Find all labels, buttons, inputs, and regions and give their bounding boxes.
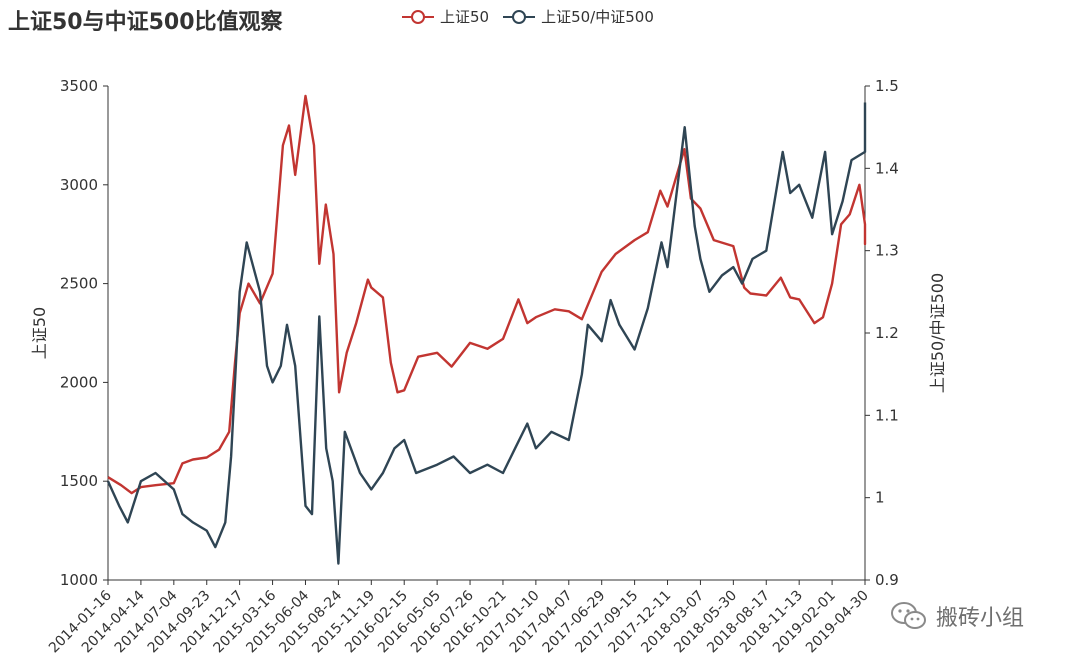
- y-right-tick-label: 1.4: [875, 159, 899, 177]
- legend-marker-icon: [503, 9, 536, 24]
- y-right-tick-label: 1.2: [875, 324, 899, 342]
- y-left-tick-label: 1000: [60, 571, 98, 589]
- y-right-tick-label: 1.3: [875, 242, 899, 260]
- y-left-tick-label: 3000: [60, 176, 98, 194]
- series-line-ratio: [106, 102, 867, 565]
- legend-item-ratio[interactable]: 上证50/中证500: [503, 6, 654, 27]
- chart-title: 上证50与中证500比值观察: [8, 10, 283, 35]
- y-right-tick-label: 1.5: [875, 77, 899, 95]
- y-right-tick-label: 1.1: [875, 406, 899, 424]
- wechat-icon: [891, 602, 926, 629]
- legend-label-ratio: 上证50/中证500: [541, 8, 654, 26]
- y-left-tick-label: 3500: [60, 77, 98, 95]
- y-left-tick-label: 2000: [60, 373, 98, 391]
- legend-label-sse50: 上证50: [440, 8, 490, 26]
- legend-item-sse50[interactable]: 上证50: [402, 6, 489, 27]
- y-axis-right-label: 上证50/中证500: [928, 273, 947, 393]
- series-line-sse50: [107, 94, 867, 495]
- y-right-tick-label: 0.9: [875, 571, 899, 589]
- legend-marker-icon: [402, 9, 434, 24]
- y-axis-left-label: 上证50: [30, 307, 49, 359]
- legend: 上证50 上证50/中证500: [402, 6, 668, 27]
- y-right-tick-label: 1: [875, 489, 885, 507]
- y-left-tick-label: 1500: [60, 472, 98, 490]
- watermark: 搬砖小组: [890, 600, 1024, 632]
- watermark-text: 搬砖小组: [936, 606, 1025, 631]
- y-left-tick-label: 2500: [60, 275, 98, 293]
